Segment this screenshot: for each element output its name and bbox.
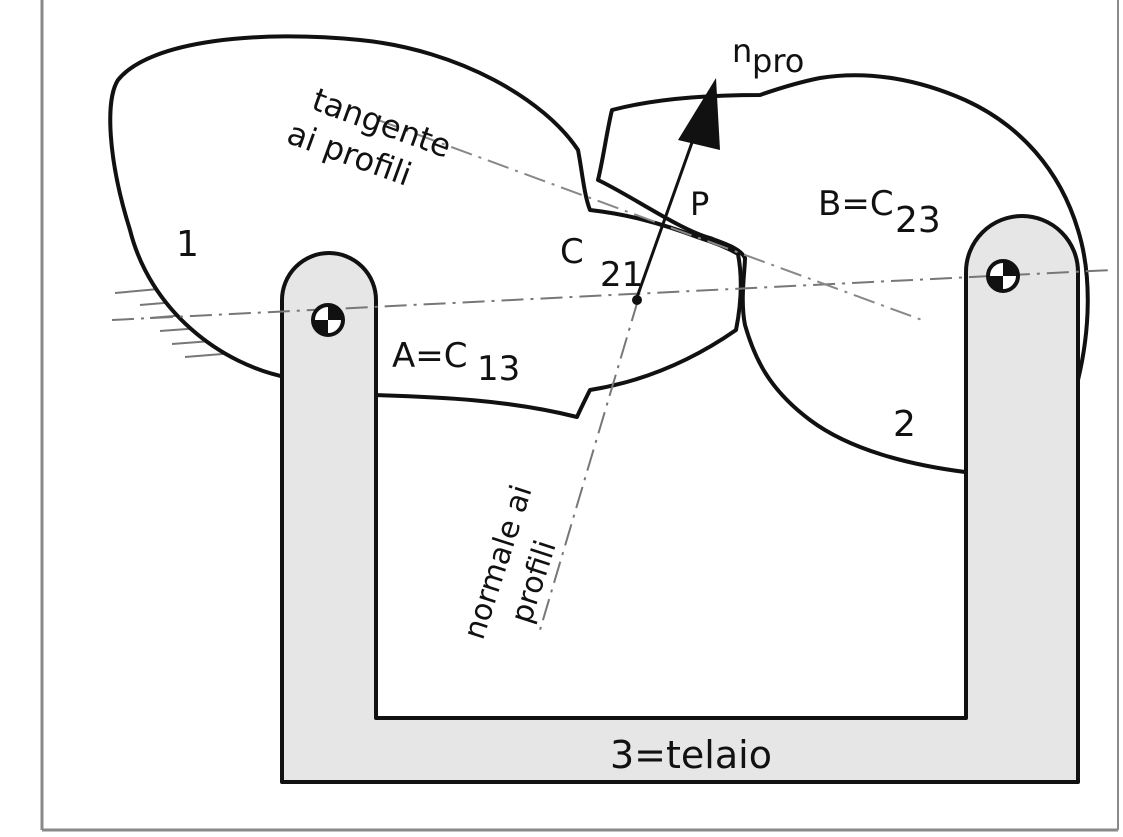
joint-b-symbol xyxy=(986,259,1020,293)
label-joint-a-main: A=C xyxy=(392,336,468,376)
label-joint-a-sub: 13 xyxy=(477,349,520,389)
contact-point-dot xyxy=(632,295,642,305)
label-contact-c21: C 21 xyxy=(560,232,643,295)
label-contact-sub: 21 xyxy=(600,255,643,295)
centers-line xyxy=(111,269,1113,321)
label-frame-3: 3=telaio xyxy=(610,733,772,777)
normal-line xyxy=(539,299,639,631)
label-normal-line: normale ai profili xyxy=(457,481,564,644)
label-body-1: 1 xyxy=(176,224,199,265)
tangent-line xyxy=(377,119,923,321)
label-normal-vector-main: n xyxy=(732,32,752,70)
normal-vector-shaft xyxy=(634,119,702,301)
normal-vector-arrowhead xyxy=(678,78,720,150)
label-joint-b-main: B=C xyxy=(818,184,894,224)
label-body-2: 2 xyxy=(893,404,916,445)
label-normal-vector-sub: pro xyxy=(752,42,804,80)
label-joint-a: A=C 13 xyxy=(392,336,520,389)
label-joint-b: B=C 23 xyxy=(818,184,941,241)
body-1-shape xyxy=(108,34,743,419)
label-joint-b-sub: 23 xyxy=(895,200,941,241)
label-normal-vector: n pro xyxy=(732,32,804,80)
label-contact-main: C xyxy=(560,232,584,272)
joint-a-symbol xyxy=(311,303,345,337)
label-point-p: P xyxy=(690,185,709,223)
